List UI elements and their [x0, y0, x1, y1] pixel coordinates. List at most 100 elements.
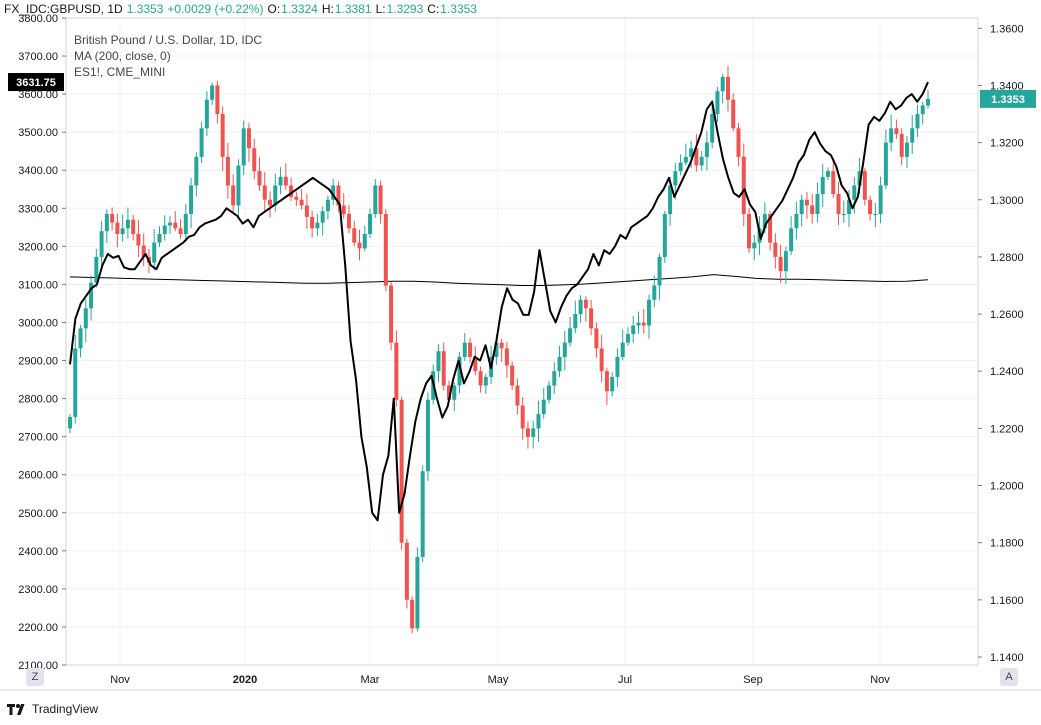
- candle-body: [820, 176, 825, 195]
- candle-body: [789, 228, 794, 252]
- right-last-value-badge: [980, 89, 1036, 108]
- candle-body: [204, 99, 209, 129]
- candle-body: [120, 228, 125, 235]
- x-tick-label: Nov: [110, 674, 130, 686]
- candle-body: [694, 148, 699, 166]
- candle-body: [373, 185, 378, 215]
- candle-body: [141, 245, 146, 257]
- candle-body: [720, 76, 725, 92]
- candle-body: [631, 325, 636, 335]
- candle-body: [583, 299, 588, 309]
- candle-body: [404, 542, 409, 600]
- candle-body: [131, 219, 136, 235]
- candle-body: [362, 234, 367, 249]
- candle-body: [173, 222, 178, 229]
- candle-body: [504, 348, 509, 366]
- left-tick-label: 2900.00: [18, 356, 58, 368]
- low-label: L:: [375, 2, 386, 16]
- right-tick-label: 1.2400: [990, 366, 1024, 378]
- left-tick-label: 2800.00: [18, 394, 58, 406]
- candle-body: [868, 199, 873, 215]
- price-chart[interactable]: 2100.002200.002300.002400.002500.002600.…: [0, 0, 1041, 700]
- candle-body: [810, 205, 815, 215]
- left-tick-label: 3800.00: [18, 13, 58, 25]
- left-axis-scale-button[interactable]: Z: [26, 668, 44, 686]
- candle-body: [652, 285, 657, 300]
- candle-body: [462, 342, 467, 357]
- left-tick-label: 3400.00: [18, 165, 58, 177]
- candle-body: [283, 176, 288, 186]
- tradingview-logo-icon[interactable]: [6, 702, 28, 716]
- candle-body: [73, 348, 78, 417]
- candle-body: [473, 356, 478, 372]
- candle-body: [168, 222, 173, 226]
- candle-body: [225, 156, 230, 186]
- candle-body: [873, 214, 878, 216]
- candle-body: [499, 342, 504, 349]
- candle-body: [262, 185, 267, 200]
- candle-body: [736, 128, 741, 157]
- candle-body: [452, 385, 457, 400]
- candle-body: [673, 171, 678, 186]
- price-change: +0.0029 (+0.22%): [167, 2, 264, 16]
- es1-path: [69, 81, 929, 522]
- candle-body: [747, 214, 752, 249]
- high-value: 1.3381: [334, 2, 372, 16]
- close-label: C:: [427, 2, 440, 16]
- candle-body: [568, 328, 573, 343]
- candle-body: [847, 199, 852, 215]
- candle-body: [294, 196, 299, 200]
- right-axis-auto-button[interactable]: A: [1000, 668, 1018, 686]
- candle-body: [899, 134, 904, 157]
- candle-body: [515, 385, 520, 406]
- candle-body: [862, 171, 867, 200]
- candle-body: [636, 322, 641, 326]
- candle-body: [510, 365, 515, 386]
- candle-body: [710, 114, 715, 143]
- right-tick-label: 1.3200: [990, 138, 1024, 150]
- candle-body: [599, 348, 604, 372]
- candle-body: [268, 199, 273, 206]
- candle-body: [389, 285, 394, 343]
- candle-body: [778, 256, 783, 272]
- candle-body: [415, 556, 420, 629]
- candle-body: [441, 351, 446, 386]
- open-label: O:: [267, 2, 281, 16]
- candle-body: [399, 399, 404, 543]
- candle-body: [357, 242, 362, 249]
- left-last-value-badge: [8, 73, 64, 92]
- candle-body: [562, 342, 567, 357]
- candle-body: [541, 399, 546, 415]
- tradingview-brand[interactable]: TradingView: [32, 702, 99, 716]
- candle-body: [894, 128, 899, 135]
- candle-body: [252, 148, 257, 172]
- symbol-name[interactable]: FX_IDC:GBPUSD, 1D: [4, 2, 123, 16]
- candle-body: [647, 299, 652, 326]
- candle-body: [889, 128, 894, 143]
- candle-body: [331, 185, 336, 200]
- chart-legend: British Pound / U.S. Dollar, 1D, IDC MA …: [74, 32, 262, 80]
- candle-body: [410, 599, 415, 629]
- close-value: 1.3353: [440, 2, 477, 16]
- open-value: 1.3324: [281, 2, 318, 16]
- candle-body: [725, 76, 730, 100]
- candle-body: [731, 99, 736, 129]
- candle-body: [99, 231, 104, 257]
- candle-body: [289, 185, 294, 197]
- left-tick-label: 3500.00: [18, 127, 58, 139]
- candle-body: [157, 234, 162, 243]
- candle-body: [910, 128, 915, 143]
- right-tick-label: 1.3000: [990, 195, 1024, 207]
- right-tick-label: 1.3600: [990, 23, 1024, 35]
- candle-body: [152, 242, 157, 263]
- candle-body: [115, 222, 120, 235]
- candle-body: [683, 156, 688, 163]
- candle-body: [762, 214, 767, 229]
- candle-body: [883, 142, 888, 186]
- candle-body: [420, 471, 425, 557]
- candle-body: [89, 282, 94, 309]
- candle-body: [368, 214, 373, 235]
- candle-body: [189, 185, 194, 215]
- candle-body: [704, 142, 709, 157]
- candle-body: [436, 351, 441, 372]
